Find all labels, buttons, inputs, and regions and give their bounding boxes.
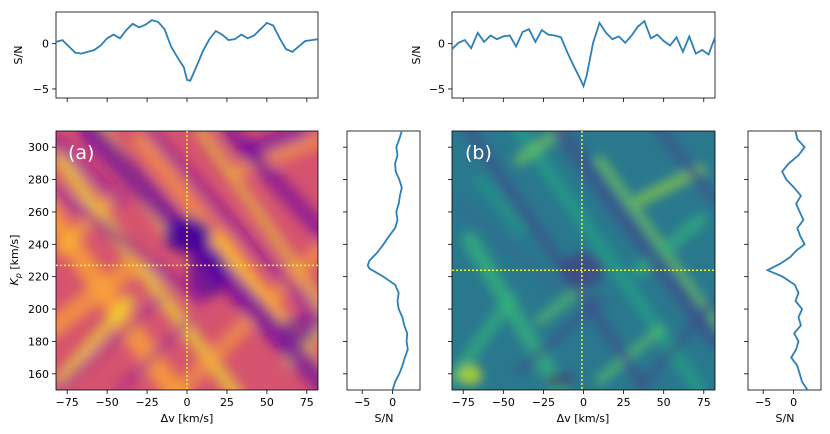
kp-label-units: [km/s] (8, 235, 21, 274)
y-tick-label: 280 (28, 174, 49, 187)
x-tick-label: 0 (184, 396, 191, 409)
x-tick-label: 75 (697, 396, 711, 409)
side-panel-a: −5 0 S/N (343, 130, 421, 425)
x-tick-label: −25 (135, 396, 158, 409)
top-panel-a-ylabel: S/N (12, 46, 25, 65)
x-tick-label: −75 (56, 396, 79, 409)
top-panel-a-series (55, 19, 319, 82)
side-x-tick-label: −5 (354, 396, 370, 409)
side-panel-a-xticks: −5 0 (354, 390, 396, 409)
side-panel-b-xlabel: S/N (776, 412, 795, 425)
side-panel-b-frame (747, 130, 822, 391)
x-tick-label: 50 (260, 396, 274, 409)
top-y-tick-label: −5 (429, 83, 445, 96)
side-x-tick-label: 0 (389, 396, 396, 409)
side-x-tick-label: −5 (755, 396, 771, 409)
kp-label-symbol: K (8, 277, 21, 285)
heatmap-b-yticks (448, 146, 452, 375)
heatmap-b-texture (452, 131, 715, 390)
x-tick-label: −50 (492, 396, 515, 409)
top-panel-b-xticks (462, 98, 705, 102)
top-panel-b-series (451, 19, 716, 89)
side-panel-b-yticks (744, 146, 748, 375)
side-panel-a-series (366, 130, 409, 391)
x-tick-label: 50 (657, 396, 671, 409)
top-panel-a-yticks: 0 −5 (33, 38, 56, 96)
y-tick-label: 200 (28, 303, 49, 316)
heatmap-b: (b) −75 −50 −25 0 25 50 75 Δv [km/s] (448, 130, 716, 425)
top-panel-a: 0 −5 S/N (12, 11, 319, 102)
side-panel-b: −5 0 S/N (744, 130, 822, 425)
panel-label-b: (b) (465, 142, 492, 164)
heatmap-a-texture (56, 131, 318, 390)
y-tick-label: 160 (28, 368, 49, 381)
y-tick-label: 300 (28, 141, 49, 154)
top-panel-a-xticks (66, 98, 308, 102)
y-tick-label: 180 (28, 335, 49, 348)
x-tick-label: −50 (96, 396, 119, 409)
heatmap-a-xticks: −75 −50 −25 0 25 50 75 (56, 390, 314, 409)
heatmap-a-ylabel: Kp [km/s] (8, 235, 23, 286)
x-tick-label: 25 (220, 396, 234, 409)
y-tick-label: 260 (28, 206, 49, 219)
side-x-tick-label: 0 (790, 396, 797, 409)
side-panel-a-xlabel: S/N (375, 412, 394, 425)
heatmap-a-xlabel: Δv [km/s] (161, 412, 214, 425)
top-y-tick-label: 0 (42, 38, 49, 51)
x-tick-label: 75 (300, 396, 314, 409)
kp-label-subscript: p (14, 273, 23, 279)
top-y-tick-label: −5 (33, 83, 49, 96)
y-tick-label: 220 (28, 271, 49, 284)
heatmap-b-xlabel: Δv [km/s] (557, 412, 610, 425)
top-panel-b-yticks: 0 −5 (429, 38, 452, 96)
top-y-tick-label: 0 (438, 38, 445, 51)
side-panel-a-yticks (343, 146, 347, 375)
x-tick-label: 0 (580, 396, 587, 409)
y-tick-label: 240 (28, 238, 49, 251)
panel-label-a: (a) (68, 142, 94, 164)
heatmap-a-yticks: 160 180 200 220 240 260 280 300 (28, 141, 56, 381)
side-panel-b-series (765, 130, 809, 391)
side-panel-a-frame (346, 130, 421, 391)
top-panel-a-frame (55, 11, 319, 99)
side-panel-b-xticks: −5 0 (755, 390, 797, 409)
x-tick-label: 25 (617, 396, 631, 409)
top-panel-b: 0 −5 S/N (410, 11, 716, 102)
heatmap-b-xticks: −75 −50 −25 0 25 50 75 (452, 390, 711, 409)
x-tick-label: −75 (452, 396, 475, 409)
x-tick-label: −25 (532, 396, 555, 409)
top-panel-b-ylabel: S/N (410, 46, 423, 65)
heatmap-a: (a) −75 −50 −25 0 25 50 75 160 180 200 220 240 260 2… (8, 130, 319, 425)
